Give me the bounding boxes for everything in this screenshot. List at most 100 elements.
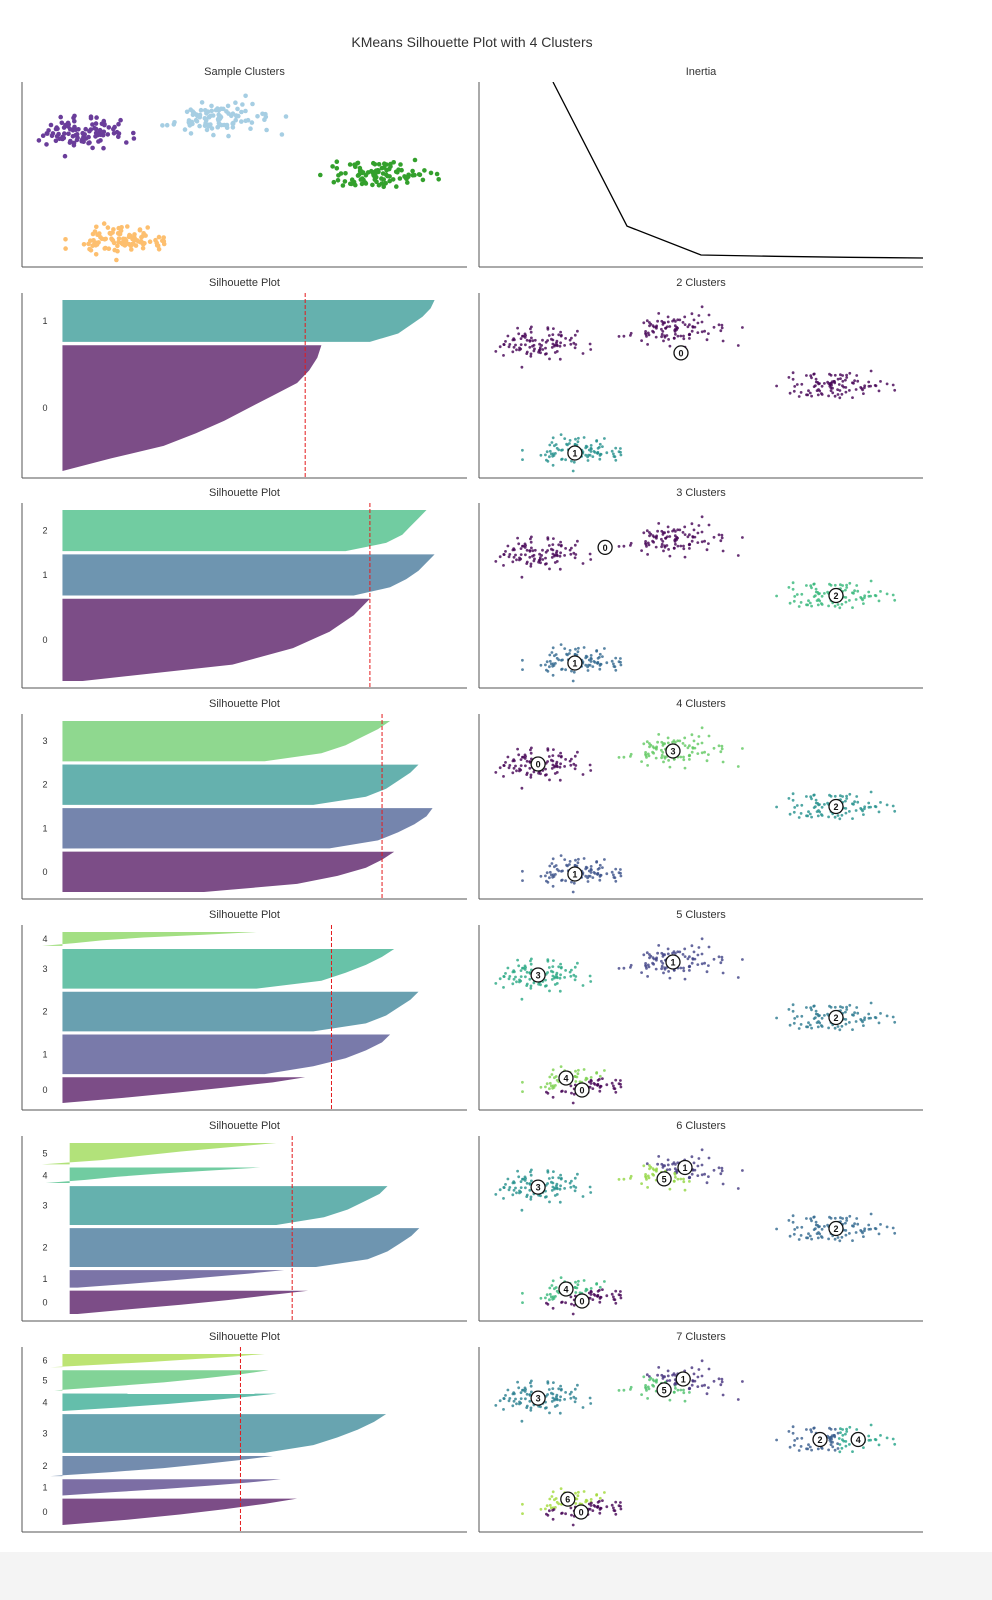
cluster-point xyxy=(700,952,704,956)
cluster-point xyxy=(558,357,562,361)
cluster-point xyxy=(652,325,656,329)
cluster-point xyxy=(595,1493,599,1496)
cluster-point xyxy=(851,1028,854,1031)
cluster-point xyxy=(516,1169,519,1173)
sample-point xyxy=(94,115,99,120)
y-tick-label: 6 xyxy=(42,1356,47,1366)
cluster-point xyxy=(593,872,597,875)
sample-point xyxy=(342,179,348,184)
cluster-point xyxy=(812,793,816,797)
cluster-point xyxy=(692,1161,696,1165)
sample-point xyxy=(88,115,94,121)
cluster-point xyxy=(568,759,572,763)
cluster-point xyxy=(717,533,721,537)
cluster-point xyxy=(550,1495,554,1498)
sample-point xyxy=(384,162,389,167)
cluster-point xyxy=(614,446,618,450)
cluster-point xyxy=(569,1185,573,1189)
cluster-point xyxy=(547,334,551,337)
cluster-point xyxy=(559,551,562,555)
cluster-point xyxy=(506,334,510,338)
sample-point xyxy=(347,162,353,167)
cluster-point xyxy=(530,546,533,550)
y-tick-label: 1 xyxy=(42,1274,47,1284)
sample-point xyxy=(372,162,378,167)
cluster-point xyxy=(791,798,795,802)
cluster-point xyxy=(529,1195,533,1199)
cluster-point xyxy=(614,1078,618,1082)
cluster-point xyxy=(845,376,849,379)
cluster-point xyxy=(854,388,858,391)
cluster-point xyxy=(529,773,533,777)
cluster-point xyxy=(700,330,704,334)
cluster-point xyxy=(676,950,680,954)
cluster-point xyxy=(788,391,792,395)
cluster-point xyxy=(553,1397,557,1401)
cluster-point xyxy=(519,1397,523,1400)
cluster-point xyxy=(548,1286,552,1290)
cluster-point xyxy=(644,1384,647,1387)
cluster-point xyxy=(547,1388,551,1391)
cluster-point xyxy=(647,965,651,969)
cluster-point xyxy=(840,392,844,396)
cluster-point xyxy=(506,544,510,548)
cluster-point xyxy=(570,968,573,972)
cluster-point xyxy=(619,1082,622,1086)
cluster-point xyxy=(663,544,666,548)
cluster-point xyxy=(519,758,523,761)
silhouette-bar-cluster-2 xyxy=(50,1455,273,1477)
cluster-point xyxy=(553,561,557,564)
cluster-point xyxy=(587,1502,591,1506)
cluster-point xyxy=(601,1077,604,1080)
sample-point xyxy=(164,122,170,128)
cluster-point xyxy=(799,391,803,394)
cluster-point xyxy=(791,371,795,375)
cluster-point xyxy=(651,329,654,333)
cluster-point xyxy=(652,746,656,750)
cluster-point xyxy=(568,439,572,442)
sample-point xyxy=(343,171,348,176)
cluster-point xyxy=(696,321,700,325)
cluster-point xyxy=(697,1157,701,1160)
cluster-point xyxy=(596,1500,600,1504)
cluster-point xyxy=(869,1016,872,1020)
sample-point xyxy=(147,239,153,244)
cluster-point xyxy=(661,955,665,958)
cluster-point xyxy=(581,773,585,776)
cluster-point xyxy=(587,1080,591,1084)
cluster-point xyxy=(799,1023,803,1026)
cluster-point xyxy=(582,857,586,860)
cluster-point xyxy=(662,339,665,343)
y-tick-label: 3 xyxy=(42,1201,47,1211)
subplot-title: Sample Clusters xyxy=(204,66,285,78)
cluster-point xyxy=(494,1193,498,1196)
cluster-point xyxy=(697,314,701,317)
cluster-point xyxy=(520,786,524,790)
cluster-point xyxy=(521,334,524,338)
sample-point xyxy=(93,252,99,257)
cluster-point xyxy=(519,1180,523,1183)
cluster-point xyxy=(667,970,670,973)
cluster-center-marker: 6 xyxy=(560,1491,576,1507)
cluster-point xyxy=(519,1391,523,1394)
figure-title: KMeans Silhouette Plot with 4 Clusters xyxy=(351,34,592,50)
cluster-point xyxy=(893,1231,897,1235)
cluster-point xyxy=(564,547,567,550)
cluster-point xyxy=(682,755,685,759)
cluster-point xyxy=(644,753,647,756)
cluster-point xyxy=(691,535,695,538)
cluster-point xyxy=(656,740,659,744)
cluster-point xyxy=(853,589,856,593)
cluster-point xyxy=(548,1087,551,1091)
cluster-point xyxy=(829,1005,833,1009)
cluster-point xyxy=(703,750,706,754)
cluster-point xyxy=(793,1228,797,1231)
cluster-point xyxy=(563,858,567,861)
cluster-point xyxy=(545,450,549,454)
cluster-point xyxy=(546,1091,550,1095)
cluster-point xyxy=(614,1090,618,1094)
cluster-point xyxy=(668,1379,672,1382)
sample-point xyxy=(86,241,91,247)
sample-point xyxy=(376,162,382,167)
cluster-point xyxy=(692,318,696,322)
